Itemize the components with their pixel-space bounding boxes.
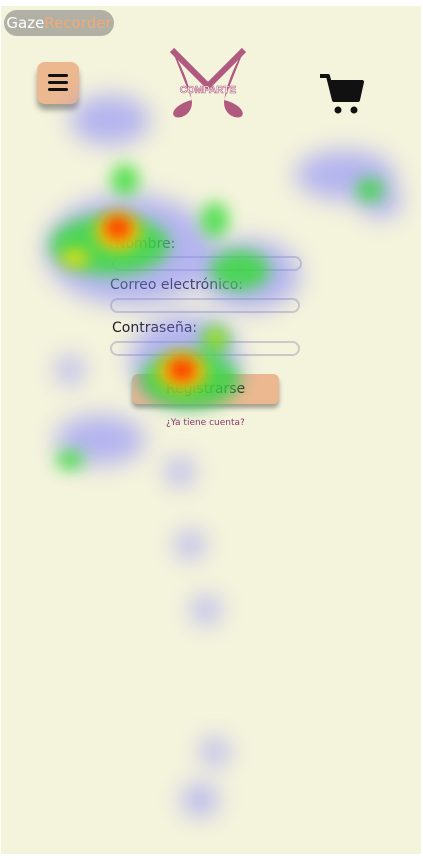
password-label: Contraseña:: [112, 320, 198, 336]
badge-part-recorder: Recorder: [44, 14, 112, 32]
password-field[interactable]: [110, 341, 300, 356]
email-label: Correo electrónico:: [110, 277, 243, 293]
badge-part-gaze: Gaze: [6, 14, 45, 32]
name-label: Nombre:: [115, 236, 176, 252]
scissors-logo-icon: [169, 47, 247, 118]
logo-text: COMPARTE: [180, 85, 237, 96]
email-field[interactable]: [110, 298, 300, 313]
shopping-cart-icon[interactable]: [318, 72, 364, 116]
register-button[interactable]: Registrarse: [132, 374, 279, 404]
gaze-recorder-badge: GazeRecorder: [4, 10, 114, 36]
name-field[interactable]: [112, 256, 302, 271]
hamburger-menu-icon: [48, 74, 68, 77]
logo: COMPARTE: [169, 47, 247, 118]
login-link[interactable]: ¿Ya tiene cuenta?: [166, 418, 245, 428]
